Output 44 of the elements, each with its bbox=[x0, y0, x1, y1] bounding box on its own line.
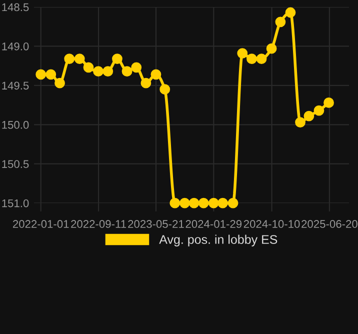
point bbox=[131, 62, 142, 73]
point bbox=[150, 69, 162, 80]
point bbox=[304, 110, 314, 122]
point bbox=[198, 198, 209, 208]
point bbox=[93, 66, 104, 77]
x-tick-label: 2022-01-01 bbox=[12, 220, 69, 228]
point bbox=[46, 69, 56, 80]
point bbox=[54, 78, 65, 88]
y-tick-label: 148.5 bbox=[2, 3, 29, 12]
point bbox=[140, 78, 152, 88]
point bbox=[188, 198, 200, 208]
point bbox=[295, 117, 306, 128]
point bbox=[218, 198, 228, 208]
point bbox=[179, 198, 190, 208]
point bbox=[285, 7, 296, 18]
y-tick-label: 149.0 bbox=[2, 42, 29, 50]
point bbox=[246, 54, 257, 64]
point bbox=[266, 43, 277, 54]
y-tick-label: 151.0 bbox=[2, 199, 29, 208]
point bbox=[228, 198, 238, 208]
x-tick-label: 2024-01-29 bbox=[186, 220, 242, 228]
point bbox=[170, 198, 180, 208]
point bbox=[324, 97, 334, 108]
point bbox=[74, 54, 85, 64]
y-tick-label: 149.5 bbox=[2, 82, 29, 90]
point bbox=[237, 48, 248, 58]
point bbox=[314, 105, 324, 116]
point bbox=[83, 62, 94, 73]
y-tick-label: 150.5 bbox=[2, 160, 29, 168]
x-tick-label: 2025-06-20 bbox=[302, 220, 358, 228]
x-tick-label: 2023-05-21 bbox=[128, 220, 184, 228]
point bbox=[275, 16, 286, 28]
point bbox=[102, 66, 114, 77]
x-tick-label: 2022-09-11 bbox=[71, 220, 126, 228]
point bbox=[160, 84, 170, 95]
point bbox=[208, 198, 219, 208]
point bbox=[36, 69, 46, 80]
point bbox=[64, 54, 75, 64]
point bbox=[122, 66, 132, 77]
y-tick-label: 150.0 bbox=[2, 120, 29, 129]
point bbox=[256, 54, 267, 64]
x-tick-label: 2024-10-10 bbox=[244, 220, 300, 228]
point bbox=[112, 54, 122, 64]
legend-label: Avg. pos. in lobby ES bbox=[159, 234, 278, 246]
